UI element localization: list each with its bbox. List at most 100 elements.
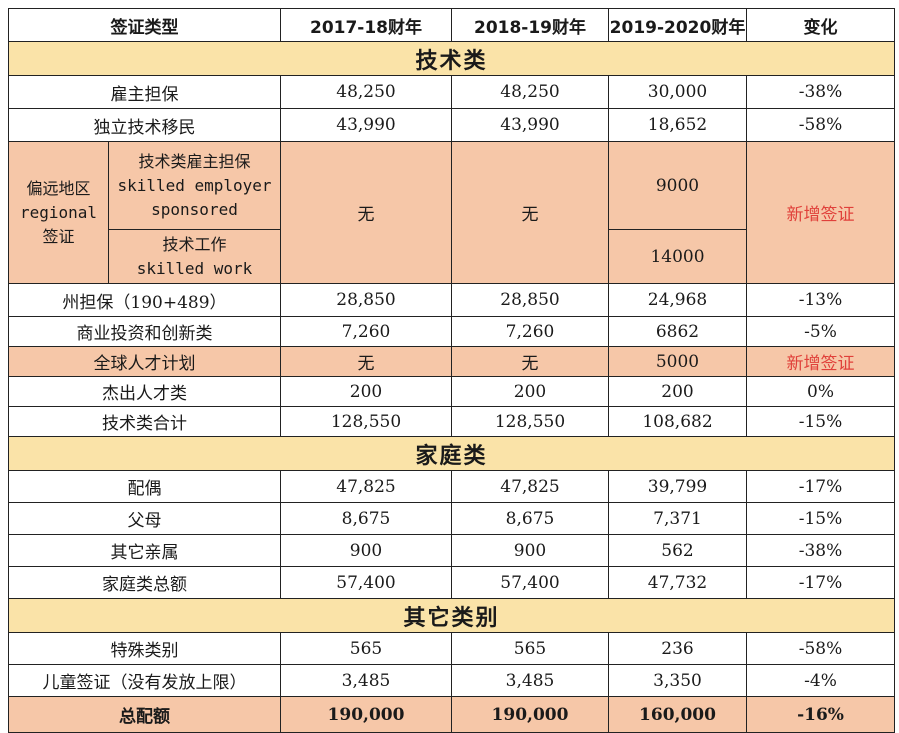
row-label[interactable]: 技术类合计 xyxy=(8,406,281,437)
cell-value[interactable]: 28,850 xyxy=(451,283,609,317)
row-label[interactable]: 雇主担保 xyxy=(8,75,281,109)
cell-value[interactable]: 30,000 xyxy=(608,75,747,109)
cell-change-new[interactable]: 新增签证 xyxy=(746,141,895,284)
row-label[interactable]: 州担保（190+489） xyxy=(8,283,281,317)
cell-value[interactable]: 200 xyxy=(451,376,609,407)
cell-value[interactable]: 无 xyxy=(280,346,452,377)
section-title-skilled[interactable]: 技术类 xyxy=(8,41,895,76)
row-label[interactable]: 总配额 xyxy=(8,696,281,733)
cell-value[interactable]: 43,990 xyxy=(451,108,609,142)
cell-value[interactable]: 47,825 xyxy=(451,470,609,503)
section-row-other: 其它类别 xyxy=(8,598,895,633)
regional-label-line: regional xyxy=(19,202,98,222)
cell-value[interactable]: 565 xyxy=(451,632,609,665)
cell-value[interactable]: 57,400 xyxy=(280,566,452,599)
cell-change[interactable]: -38% xyxy=(746,534,895,567)
cell-value[interactable]: 3,485 xyxy=(451,664,609,697)
row-label[interactable]: 商业投资和创新类 xyxy=(8,316,281,347)
table-row: 州担保（190+489） 28,850 28,850 24,968 -13% xyxy=(8,283,895,317)
cell-value[interactable]: 3,485 xyxy=(280,664,452,697)
cell-value[interactable]: 562 xyxy=(608,534,747,567)
header-fy2017[interactable]: 2017-18财年 xyxy=(280,8,452,42)
table-row: 家庭类总额 57,400 57,400 47,732 -17% xyxy=(8,566,895,599)
header-visa-type[interactable]: 签证类型 xyxy=(8,8,281,42)
cell-value[interactable]: 无 xyxy=(451,346,609,377)
cell-change[interactable]: -15% xyxy=(746,406,895,437)
header-fy2018[interactable]: 2018-19财年 xyxy=(451,8,609,42)
section-title-other[interactable]: 其它类别 xyxy=(8,598,895,633)
cell-value[interactable]: 47,732 xyxy=(608,566,747,599)
cell-value[interactable]: 200 xyxy=(608,376,747,407)
cell-value[interactable]: 28,850 xyxy=(280,283,452,317)
cell-value[interactable]: 7,260 xyxy=(280,316,452,347)
cell-value[interactable]: 8,675 xyxy=(280,502,452,535)
row-label[interactable]: 家庭类总额 xyxy=(8,566,281,599)
table-row: 配偶 47,825 47,825 39,799 -17% xyxy=(8,470,895,503)
cell-change[interactable]: -5% xyxy=(746,316,895,347)
regional-sub-employer[interactable]: 技术类雇主担保 skilled employer sponsored xyxy=(108,141,281,230)
cell-value[interactable]: 200 xyxy=(280,376,452,407)
row-label[interactable]: 杰出人才类 xyxy=(8,376,281,407)
cell-change[interactable]: -13% xyxy=(746,283,895,317)
cell-value[interactable]: 190,000 xyxy=(451,696,609,733)
section-row-skilled: 技术类 xyxy=(8,41,895,76)
cell-value[interactable]: 9000 xyxy=(608,141,747,230)
section-row-family: 家庭类 xyxy=(8,436,895,471)
cell-value[interactable]: 57,400 xyxy=(451,566,609,599)
cell-value[interactable]: 108,682 xyxy=(608,406,747,437)
cell-value[interactable]: 43,990 xyxy=(280,108,452,142)
cell-value[interactable]: 无 xyxy=(280,141,452,284)
cell-value[interactable]: 24,968 xyxy=(608,283,747,317)
cell-value[interactable]: 8,675 xyxy=(451,502,609,535)
cell-value[interactable]: 5000 xyxy=(608,346,747,377)
cell-value[interactable]: 565 xyxy=(280,632,452,665)
cell-value[interactable]: 39,799 xyxy=(608,470,747,503)
cell-value[interactable]: 18,652 xyxy=(608,108,747,142)
row-label[interactable]: 独立技术移民 xyxy=(8,108,281,142)
cell-change[interactable]: -58% xyxy=(746,632,895,665)
row-label[interactable]: 其它亲属 xyxy=(8,534,281,567)
cell-value[interactable]: 14000 xyxy=(608,229,747,284)
row-label[interactable]: 儿童签证（没有发放上限） xyxy=(8,664,281,697)
section-title-family[interactable]: 家庭类 xyxy=(8,436,895,471)
cell-value[interactable]: 7,371 xyxy=(608,502,747,535)
cell-value[interactable]: 无 xyxy=(451,141,609,284)
sub-label-line: skilled employer xyxy=(117,175,272,195)
row-label[interactable]: 全球人才计划 xyxy=(8,346,281,377)
row-label[interactable]: 配偶 xyxy=(8,470,281,503)
cell-value[interactable]: 48,250 xyxy=(280,75,452,109)
header-fy2019[interactable]: 2019-2020财年 xyxy=(608,8,747,42)
cell-change[interactable]: -16% xyxy=(746,696,895,733)
cell-value[interactable]: 236 xyxy=(608,632,747,665)
regional-sub-skilled-work[interactable]: 技术工作 skilled work xyxy=(108,229,281,284)
cell-value[interactable]: 6862 xyxy=(608,316,747,347)
header-change[interactable]: 变化 xyxy=(746,8,895,42)
table-row-regional: 偏远地区 regional 签证 技术类雇主担保 skilled employe… xyxy=(8,141,895,284)
sub-label-line: 技术类雇主担保 xyxy=(138,151,251,171)
cell-change[interactable]: -38% xyxy=(746,75,895,109)
table-row: 独立技术移民 43,990 43,990 18,652 -58% xyxy=(8,108,895,142)
table-row: 特殊类别 565 565 236 -58% xyxy=(8,632,895,665)
cell-change[interactable]: -58% xyxy=(746,108,895,142)
sub-label-line: 技术工作 xyxy=(162,234,227,254)
cell-change[interactable]: -17% xyxy=(746,566,895,599)
row-label[interactable]: 父母 xyxy=(8,502,281,535)
regional-group-label[interactable]: 偏远地区 regional 签证 xyxy=(8,141,109,284)
cell-value[interactable]: 48,250 xyxy=(451,75,609,109)
cell-value[interactable]: 7,260 xyxy=(451,316,609,347)
cell-change[interactable]: -15% xyxy=(746,502,895,535)
cell-value[interactable]: 128,550 xyxy=(451,406,609,437)
cell-value[interactable]: 900 xyxy=(451,534,609,567)
cell-change[interactable]: 0% xyxy=(746,376,895,407)
cell-change-new[interactable]: 新增签证 xyxy=(746,346,895,377)
cell-change[interactable]: -4% xyxy=(746,664,895,697)
cell-change[interactable]: -17% xyxy=(746,470,895,503)
cell-value[interactable]: 47,825 xyxy=(280,470,452,503)
cell-value[interactable]: 190,000 xyxy=(280,696,452,733)
cell-value[interactable]: 900 xyxy=(280,534,452,567)
cell-value[interactable]: 3,350 xyxy=(608,664,747,697)
visa-quota-table: 签证类型 2017-18财年 2018-19财年 2019-2020财年 变化 … xyxy=(8,8,895,733)
cell-value[interactable]: 128,550 xyxy=(280,406,452,437)
cell-value[interactable]: 160,000 xyxy=(608,696,747,733)
row-label[interactable]: 特殊类别 xyxy=(8,632,281,665)
